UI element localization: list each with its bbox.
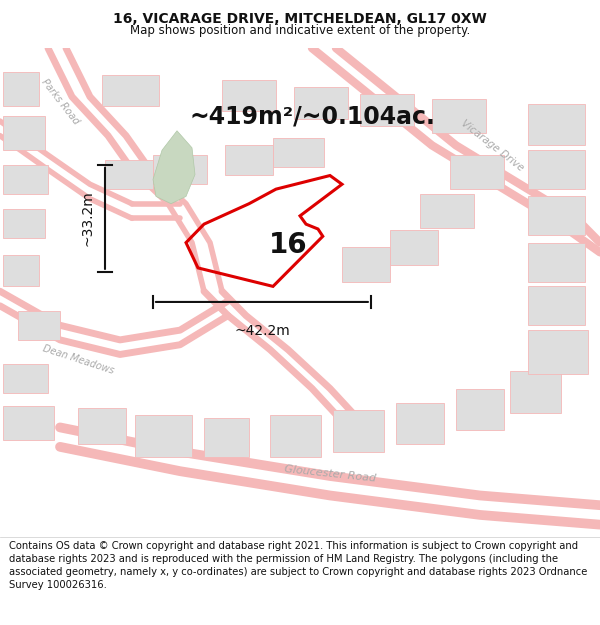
Polygon shape bbox=[333, 411, 384, 452]
Polygon shape bbox=[222, 80, 276, 111]
Polygon shape bbox=[528, 196, 585, 236]
Polygon shape bbox=[390, 231, 438, 264]
Polygon shape bbox=[273, 138, 324, 168]
Polygon shape bbox=[294, 87, 348, 119]
Polygon shape bbox=[18, 311, 60, 340]
Polygon shape bbox=[450, 155, 504, 189]
Text: ~42.2m: ~42.2m bbox=[234, 324, 290, 338]
Polygon shape bbox=[510, 371, 561, 413]
Text: Dean Meadows: Dean Meadows bbox=[41, 343, 115, 376]
Text: 16, VICARAGE DRIVE, MITCHELDEAN, GL17 0XW: 16, VICARAGE DRIVE, MITCHELDEAN, GL17 0X… bbox=[113, 11, 487, 26]
Polygon shape bbox=[528, 330, 588, 374]
Polygon shape bbox=[528, 242, 585, 281]
Text: Map shows position and indicative extent of the property.: Map shows position and indicative extent… bbox=[130, 24, 470, 37]
Polygon shape bbox=[3, 364, 48, 393]
Polygon shape bbox=[528, 104, 585, 146]
Polygon shape bbox=[528, 286, 585, 325]
Polygon shape bbox=[528, 150, 585, 189]
Polygon shape bbox=[3, 209, 45, 238]
Text: ~33.2m: ~33.2m bbox=[80, 191, 94, 246]
Text: Parks Road: Parks Road bbox=[39, 77, 81, 126]
Polygon shape bbox=[225, 146, 273, 174]
Polygon shape bbox=[3, 255, 39, 286]
Polygon shape bbox=[396, 403, 444, 444]
Polygon shape bbox=[102, 75, 159, 106]
Polygon shape bbox=[105, 160, 153, 189]
Polygon shape bbox=[153, 155, 207, 184]
Polygon shape bbox=[3, 406, 54, 439]
Polygon shape bbox=[78, 408, 126, 444]
Polygon shape bbox=[153, 131, 195, 204]
Polygon shape bbox=[360, 94, 414, 126]
Polygon shape bbox=[420, 194, 474, 228]
Polygon shape bbox=[3, 116, 45, 150]
Text: Contains OS data © Crown copyright and database right 2021. This information is : Contains OS data © Crown copyright and d… bbox=[9, 541, 587, 591]
Polygon shape bbox=[456, 389, 504, 430]
Text: Gloucester Road: Gloucester Road bbox=[284, 464, 376, 483]
Polygon shape bbox=[432, 99, 486, 133]
Polygon shape bbox=[135, 415, 192, 457]
Text: 16: 16 bbox=[269, 231, 307, 259]
Polygon shape bbox=[3, 72, 39, 106]
Polygon shape bbox=[204, 418, 249, 457]
Polygon shape bbox=[270, 415, 321, 457]
Text: ~419m²/~0.104ac.: ~419m²/~0.104ac. bbox=[189, 104, 435, 128]
Text: Vicarage Drive: Vicarage Drive bbox=[459, 118, 525, 173]
Polygon shape bbox=[342, 248, 390, 281]
Polygon shape bbox=[3, 165, 48, 194]
